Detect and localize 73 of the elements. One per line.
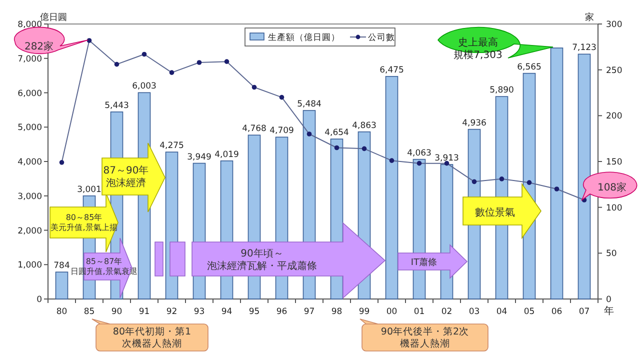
y2-tick-label: 250: [606, 66, 622, 76]
x-tick-label: 97: [304, 307, 315, 317]
y-tick-label: 0: [36, 295, 42, 305]
data-label: 6,003: [132, 82, 156, 92]
x-tick-label: 85: [84, 307, 95, 317]
y-tick-label: 7,000: [18, 54, 42, 64]
text: 90年代後半・第2次機器人熱潮: [380, 325, 470, 350]
annotation: 史上最高規模7,303: [454, 36, 502, 61]
y-tick-label: 2,000: [18, 226, 42, 236]
y-tick-label: 1,000: [18, 260, 42, 271]
x-tick-label: 91: [138, 307, 150, 317]
data-label: 4,936: [462, 118, 486, 128]
data-label: 4,275: [160, 141, 184, 152]
legend-label: 公司數: [368, 32, 395, 43]
y2-tick-label: 0: [606, 295, 612, 305]
y2-tick-label: 150: [606, 158, 622, 168]
x-tick-label: 01: [414, 307, 425, 317]
x-tick-label: 95: [248, 307, 260, 317]
y-tick-label: 8,000: [18, 20, 42, 30]
x-tick-label: 90: [111, 307, 122, 317]
bar: [550, 48, 564, 300]
data-label: 784: [54, 261, 70, 272]
text: 80年代初期・第1次機器人熱潮: [112, 325, 192, 350]
annotation: 90年頃～泡沫經濟瓦解・平成蕭條: [207, 247, 317, 272]
data-label: 4,019: [214, 150, 239, 160]
x-tick-label: 98: [331, 307, 342, 317]
x-axis-title: 年: [604, 305, 614, 317]
data-label: 5,890: [490, 86, 514, 96]
y-tick-label: 3,000: [18, 192, 42, 202]
y-axis-title: 億日圓: [40, 12, 67, 23]
data-label: 3,949: [187, 152, 212, 162]
bar: [55, 272, 68, 300]
bar: [385, 76, 398, 300]
y2-tick-label: 50: [606, 249, 617, 260]
annotation: 282家: [24, 40, 54, 52]
y2-tick-label: 300: [606, 20, 622, 30]
y-tick-label: 5,000: [18, 123, 42, 134]
bar: [578, 54, 591, 300]
data-label: 3,001: [77, 184, 102, 195]
y2-tick-label: 200: [606, 112, 622, 122]
data-label: 3,913: [434, 153, 459, 164]
annotation: 87～90年泡沫經濟: [103, 164, 149, 189]
x-tick-label: 92: [166, 307, 178, 317]
x-tick-label: 96: [276, 307, 288, 317]
data-label: 5,443: [104, 100, 129, 111]
x-tick-label: 00: [386, 307, 398, 317]
y-tick-label: 4,000: [18, 158, 42, 168]
data-label: 6,475: [380, 65, 404, 76]
x-tick-label: 99: [358, 307, 370, 317]
annotation: 數位景氣: [475, 206, 515, 218]
data-label: 4,063: [407, 148, 432, 158]
y2-tick-label: 100: [606, 203, 622, 214]
data-label: 4,654: [324, 128, 349, 138]
x-tick-label: 93: [194, 307, 205, 317]
annotation: IT蕭條: [410, 257, 438, 268]
data-label: 4,768: [242, 124, 266, 134]
y-tick-label: 6,000: [18, 88, 42, 99]
data-label: 7,123: [572, 43, 596, 54]
data-label: 4,863: [352, 120, 376, 131]
data-label: 5,484: [297, 99, 322, 110]
x-tick-label: 06: [551, 307, 562, 317]
x-tick-label: 05: [524, 307, 535, 317]
x-tick-label: 02: [441, 307, 452, 317]
y2-axis-title: 家: [585, 12, 594, 23]
x-tick-label: 94: [221, 307, 232, 317]
x-tick-label: 04: [496, 307, 508, 317]
x-tick-label: 03: [468, 307, 480, 317]
data-label: 4,709: [270, 126, 294, 136]
data-label: 6,565: [517, 62, 542, 72]
legend-label: 生產額（億日圓）: [268, 32, 340, 43]
x-tick-label: 80: [56, 307, 68, 317]
x-tick-label: 07: [578, 307, 590, 317]
annotation: 108家: [597, 182, 627, 194]
